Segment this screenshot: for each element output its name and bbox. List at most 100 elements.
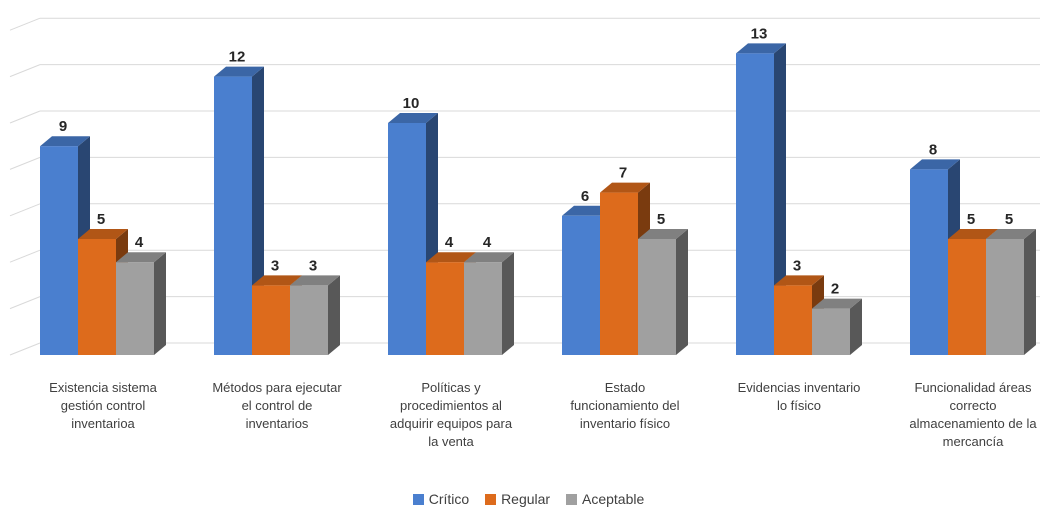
bar-front	[40, 146, 78, 355]
bar-aceptable-1	[116, 252, 166, 355]
bar-top	[40, 136, 90, 147]
category-label-2: Métodos para ejecutar el control de invent…	[212, 380, 342, 431]
category-label-line: almacenamiento de la	[909, 416, 1037, 431]
data-label-regular-4: 7	[619, 165, 627, 182]
data-label-aceptable-5: 2	[831, 281, 839, 298]
category-label-line: inventario físico	[580, 416, 670, 431]
bar-aceptable-6	[986, 229, 1036, 355]
category-label-line: gestión control	[61, 398, 146, 413]
bar-side	[676, 229, 688, 355]
category-label-line: Evidencias inventario	[738, 380, 861, 395]
category-label-4: Estado funcionamiento del inventario físic…	[570, 380, 679, 431]
bar-front	[426, 262, 464, 355]
bar-side	[774, 43, 786, 356]
bar-aceptable-3	[464, 252, 514, 355]
bar-front	[600, 192, 638, 355]
bar-front	[948, 239, 986, 355]
bar-front	[214, 76, 252, 355]
legend-item-aceptable: Aceptable	[565, 491, 645, 507]
bar-top	[214, 66, 264, 77]
bar-front	[562, 215, 600, 355]
bar-top	[948, 229, 998, 239]
data-label-critico-3: 10	[403, 95, 420, 112]
bar-top	[116, 252, 166, 263]
legend-label-aceptable: Aceptable	[581, 491, 645, 507]
category-label-5: Evidencias inventario lo físico	[738, 380, 861, 413]
category-label-1: Existencia sistema gestión control inventa…	[49, 380, 157, 431]
bar-aceptable-2	[290, 275, 340, 355]
bar-critico-5	[736, 43, 786, 356]
bar-front	[252, 285, 290, 355]
data-label-regular-1: 5	[97, 211, 105, 228]
bar-top	[426, 252, 476, 263]
data-label-regular-6: 5	[967, 211, 975, 228]
bar-front	[774, 285, 812, 355]
bar-side	[850, 298, 862, 355]
gridline-slant-6	[9, 203, 41, 217]
bar-top	[774, 275, 824, 286]
legend-swatch-critico	[412, 494, 424, 505]
category-label-line: Políticas y	[421, 380, 481, 395]
category-label-line: funcionamiento del	[570, 398, 679, 413]
category-label-line: adquirir equipos para	[390, 416, 513, 431]
bar-top	[600, 182, 650, 193]
chart: 9 5 4 12 3 3 10 4 4 6 7 5 13 3 2 8 5 5 Existencia sistema…	[9, 17, 1040, 449]
bar-front	[388, 123, 426, 355]
bar-side	[502, 252, 514, 355]
category-label-line: Funcionalidad áreas	[914, 380, 1032, 395]
bar-top	[290, 275, 340, 286]
bar-front	[78, 239, 116, 355]
category-label-line: inventarios	[246, 416, 309, 431]
data-label-regular-2: 3	[271, 257, 279, 274]
gridline-slant-4	[9, 249, 41, 263]
legend-swatch-aceptable	[565, 494, 577, 505]
category-label-line: Métodos para ejecutar	[212, 380, 342, 395]
data-label-critico-6: 8	[929, 141, 937, 158]
gridline-slant-10	[9, 110, 41, 124]
data-label-critico-1: 9	[59, 118, 67, 135]
bar-top	[388, 113, 438, 123]
data-label-aceptable-2: 3	[309, 257, 317, 274]
bar-top	[910, 159, 960, 170]
legend-label-regular: Regular	[501, 491, 551, 507]
gridline-slant-8	[9, 156, 41, 170]
legend-item-critico: Crítico	[412, 491, 469, 507]
bars	[40, 43, 1036, 356]
bar-front	[116, 262, 154, 355]
data-label-regular-5: 3	[793, 257, 801, 274]
legend: Crítico Regular Aceptable	[0, 491, 1057, 507]
data-label-aceptable-3: 4	[483, 234, 492, 251]
data-label-aceptable-1: 4	[135, 234, 144, 251]
gridline-slant-2	[9, 296, 41, 310]
bar-top	[464, 252, 514, 263]
data-label-critico-2: 12	[229, 49, 246, 66]
category-labels: Existencia sistema gestión control inventa…	[49, 380, 1037, 449]
bar-top	[78, 229, 128, 239]
data-label-critico-5: 13	[751, 25, 768, 42]
bar-top	[638, 229, 688, 239]
category-label-3: Políticas y procedimientos al adquirir equ…	[390, 380, 513, 449]
gridlines	[9, 17, 1040, 356]
bar-side	[154, 252, 166, 355]
bar-front	[290, 285, 328, 355]
bar-top	[252, 275, 302, 286]
gridline-slant-0	[9, 342, 41, 356]
bar-top	[736, 43, 786, 54]
bar-front	[736, 53, 774, 356]
data-label-critico-4: 6	[581, 188, 589, 205]
bar-side	[328, 275, 340, 355]
bar-front	[910, 169, 948, 355]
category-label-line: lo físico	[777, 398, 821, 413]
category-label-line: procedimientos al	[400, 398, 502, 413]
category-label-line: Estado	[605, 380, 645, 395]
bar-critico-2	[214, 66, 264, 355]
category-label-line: inventarioa	[71, 416, 135, 431]
gridline-slant-12	[9, 64, 41, 78]
category-label-6: Funcionalidad áreas correcto almacenamient…	[909, 380, 1037, 449]
bar-top	[812, 298, 862, 309]
bar-front	[638, 239, 676, 355]
data-label-aceptable-6: 5	[1005, 211, 1013, 228]
bar-top	[986, 229, 1036, 239]
bar-front	[812, 308, 850, 355]
category-label-line: mercancía	[943, 434, 1004, 449]
